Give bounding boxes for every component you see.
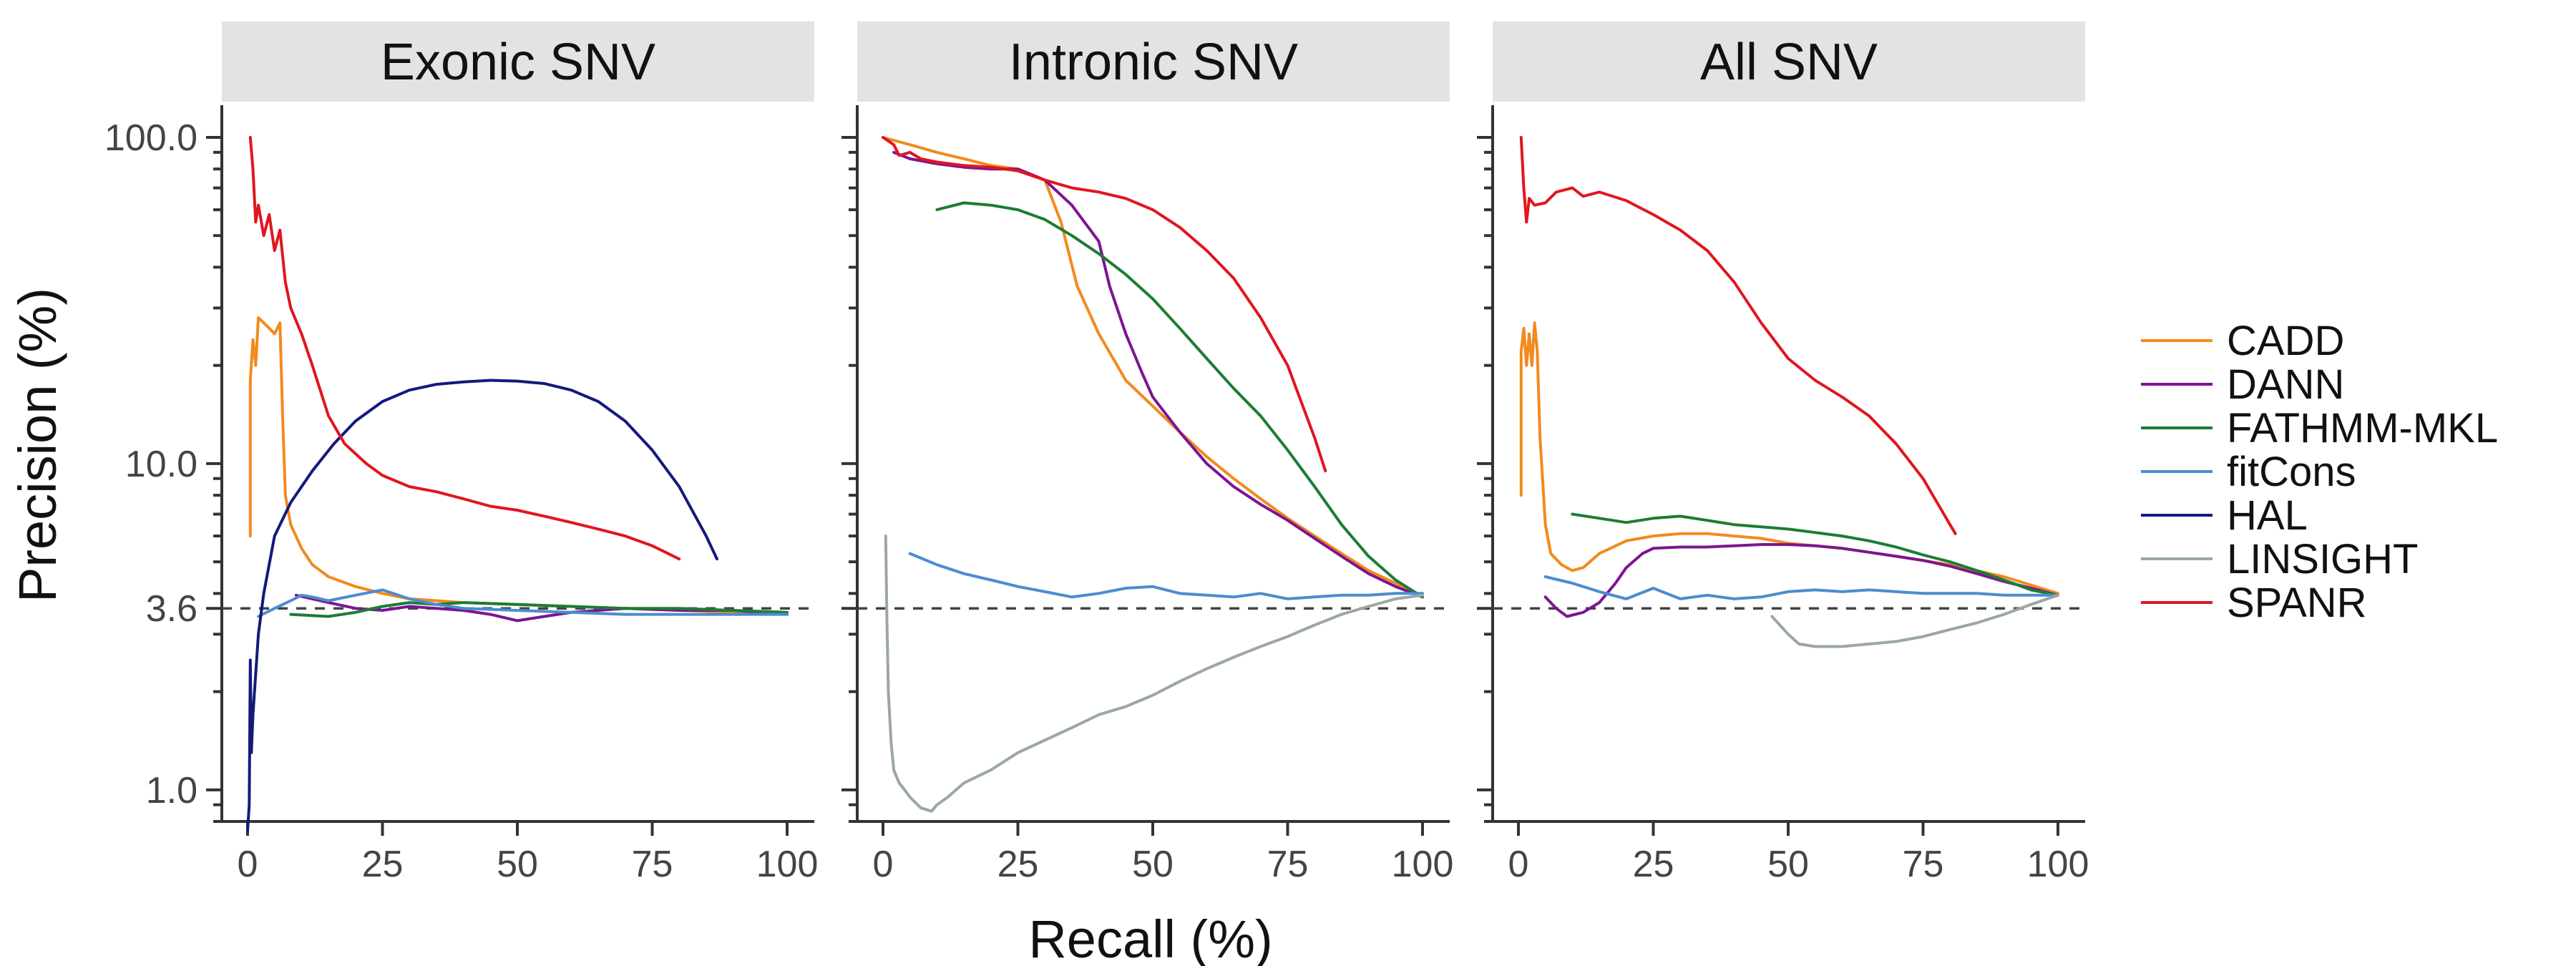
x-tick-label: 75 bbox=[1267, 844, 1309, 885]
x-tick-label: 50 bbox=[1767, 844, 1809, 885]
panel-title: All SNV bbox=[1700, 34, 1878, 91]
series-line-fathmm-mkl bbox=[289, 601, 789, 618]
x-axis-title: Recall (%) bbox=[1028, 909, 1272, 966]
legend-label: DANN bbox=[2227, 361, 2344, 408]
series-line-cadd bbox=[882, 136, 1424, 599]
series-line-cadd bbox=[248, 316, 789, 616]
panel-2: All SNV 0 25 50 75 100 bbox=[1477, 21, 2089, 885]
x-tick-label: 25 bbox=[362, 844, 404, 885]
panel-title: Intronic SNV bbox=[1009, 34, 1298, 91]
series-line-fitcons bbox=[257, 588, 789, 618]
legend-label: SPANR bbox=[2227, 580, 2367, 626]
panel-0: Exonic SNV 0 25 50 75 100 bbox=[206, 21, 818, 885]
x-tick-label: 50 bbox=[497, 844, 538, 885]
x-tick-label: 0 bbox=[873, 844, 894, 885]
x-tick-label: 0 bbox=[1508, 844, 1529, 885]
series-line-fathmm-mkl bbox=[1571, 512, 2059, 597]
x-tick-label: 0 bbox=[238, 844, 258, 885]
panel-strip bbox=[1493, 21, 2085, 102]
legend-item: SPANR bbox=[2141, 580, 2367, 626]
panel-title: Exonic SNV bbox=[381, 34, 655, 91]
panel-1: Intronic SNV 0 25 50 75 100 bbox=[841, 21, 1453, 885]
series-line-fathmm-mkl bbox=[935, 201, 1424, 599]
legend-label: CADD bbox=[2227, 318, 2344, 364]
legend-label: fitCons bbox=[2227, 449, 2356, 495]
x-tick-label: 100 bbox=[1392, 844, 1454, 885]
x-tick-label: 100 bbox=[756, 844, 819, 885]
legend-item: CADD bbox=[2141, 318, 2344, 364]
series-line-fitcons bbox=[1543, 575, 2059, 600]
x-tick-label: 75 bbox=[1903, 844, 1944, 885]
panel-strip bbox=[857, 21, 1450, 102]
x-tick-label: 75 bbox=[632, 844, 673, 885]
legend-item: LINSIGHT bbox=[2141, 536, 2419, 582]
series-line-linsight bbox=[1770, 593, 2059, 648]
series-line-cadd bbox=[1519, 321, 2059, 595]
legend-label: FATHMM-MKL bbox=[2227, 405, 2498, 452]
y-tick-label: 100.0 bbox=[104, 117, 197, 159]
y-tick-label: 1.0 bbox=[146, 770, 197, 811]
series-line-spanr bbox=[1519, 136, 1957, 535]
x-tick-label: 50 bbox=[1132, 844, 1174, 885]
panel-strip bbox=[222, 21, 814, 102]
series-line-hal bbox=[246, 379, 718, 832]
legend-label: LINSIGHT bbox=[2227, 536, 2419, 582]
series-line-dann bbox=[1543, 543, 2059, 618]
series-line-linsight bbox=[884, 535, 1424, 813]
x-tick-label: 25 bbox=[997, 844, 1039, 885]
legend-item: HAL bbox=[2141, 492, 2308, 539]
y-tick-label: 3.6 bbox=[146, 588, 197, 630]
y-tick-label: 10.0 bbox=[125, 444, 197, 485]
legend-item: FATHMM-MKL bbox=[2141, 405, 2498, 452]
legend-item: DANN bbox=[2141, 361, 2344, 408]
x-tick-label: 25 bbox=[1633, 844, 1674, 885]
x-tick-label: 100 bbox=[2027, 844, 2089, 885]
legend-label: HAL bbox=[2227, 492, 2308, 539]
series-line-spanr bbox=[882, 136, 1327, 473]
legend: CADDDANNFATHMM-MKLfitConsHALLINSIGHTSPAN… bbox=[2141, 318, 2498, 626]
series-line-fitcons bbox=[908, 552, 1424, 600]
y-axis-title: Precision (%) bbox=[8, 288, 67, 602]
series-line-dann bbox=[892, 150, 1424, 599]
legend-item: fitCons bbox=[2141, 449, 2356, 495]
panels-layer: Exonic SNV 0 25 50 75 100 1.0 3.6 10.0 100.0 Intro… bbox=[104, 21, 2089, 885]
series-line-spanr bbox=[248, 136, 681, 561]
